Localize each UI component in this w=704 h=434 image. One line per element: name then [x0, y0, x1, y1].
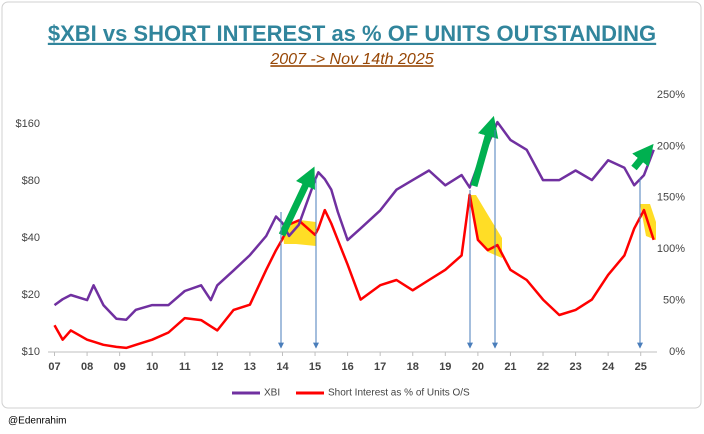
x-tick-label: 07: [48, 361, 60, 373]
x-tick-label: 22: [537, 361, 549, 373]
x-tick-label: 24: [602, 361, 615, 373]
green-arrow: [470, 115, 499, 187]
x-tick-label: 20: [472, 361, 484, 373]
chart-subtitle: 2007 -> Nov 14th 2025: [269, 51, 433, 68]
y2-tick-label: 100%: [657, 243, 685, 255]
x-tick-label: 08: [81, 361, 93, 373]
x-tick-label: 09: [114, 361, 126, 373]
y2-tick-label: 150%: [657, 192, 685, 204]
y-tick-label: $40: [22, 232, 40, 244]
annotations: [278, 115, 654, 349]
y2-tick-label: 0%: [669, 346, 685, 358]
x-tick-label: 18: [407, 361, 419, 373]
legend-label: XBI: [264, 388, 280, 399]
x-tick-label: 25: [635, 361, 647, 373]
y2-tick-label: 200%: [657, 140, 685, 152]
green-arrow: [631, 143, 654, 171]
green-arrow: [278, 166, 315, 237]
chart-title: $XBI vs SHORT INTEREST as % OF UNITS OUT…: [48, 21, 656, 46]
x-tick-label: 23: [569, 361, 581, 373]
x-tick-label: 13: [244, 361, 256, 373]
y2-tick-label: 250%: [657, 89, 685, 101]
y-tick-label: $10: [22, 346, 40, 358]
series-line: [53, 193, 655, 350]
x-tick-label: 16: [341, 361, 353, 373]
highlight: [468, 195, 502, 258]
x-tick-label: 21: [504, 361, 516, 373]
y2-tick-label: 50%: [663, 295, 685, 307]
x-tick-label: 11: [179, 361, 191, 373]
legend-label: Short Interest as % of Units O/S: [328, 388, 470, 399]
chart-border: [1, 1, 702, 409]
y-tick-label: $80: [22, 175, 40, 187]
y-tick-label: $160: [16, 118, 40, 130]
x-tick-label: 14: [276, 361, 289, 373]
x-tick-label: 17: [374, 361, 386, 373]
author-handle: @Edenrahim: [8, 416, 67, 427]
x-tick-label: 15: [309, 361, 321, 373]
y-tick-label: $20: [22, 289, 40, 301]
x-tick-label: 12: [211, 361, 223, 373]
series-line: [53, 120, 655, 322]
x-tick-label: 10: [146, 361, 158, 373]
x-tick-label: 19: [439, 361, 451, 373]
